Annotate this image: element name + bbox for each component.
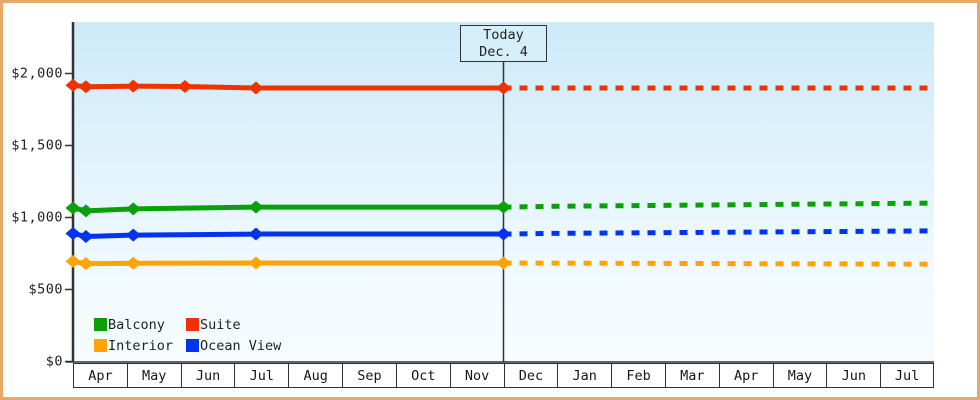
- interior-data-point[interactable]: [78, 257, 94, 271]
- legend-item-ocean-view[interactable]: Ocean View: [186, 335, 281, 356]
- month-cell-may-13: May: [772, 363, 827, 388]
- interior-swatch-icon: [94, 339, 107, 352]
- interior-forecast-line: [503, 260, 935, 267]
- month-cell-dec-8: Dec: [503, 363, 558, 388]
- ocean-view-swatch-icon: [186, 339, 199, 352]
- balcony-data-point[interactable]: [248, 200, 264, 214]
- suite-data-point[interactable]: [125, 79, 141, 93]
- month-cell-nov-7: Nov: [449, 363, 504, 388]
- chart-canvas[interactable]: [3, 3, 980, 400]
- month-cell-apr-12: Apr: [718, 363, 773, 388]
- y-axis-label: $1,000: [11, 209, 63, 226]
- today-date: Dec. 4: [479, 44, 528, 60]
- month-cell-mar-11: Mar: [664, 363, 719, 388]
- suite-data-point[interactable]: [65, 78, 81, 92]
- month-cell-sep-5: Sep: [342, 363, 396, 388]
- legend-item-balcony[interactable]: Balcony: [94, 314, 186, 335]
- ocean-view-data-point[interactable]: [65, 226, 81, 240]
- interior-data-point[interactable]: [125, 256, 141, 270]
- interior-data-point[interactable]: [248, 256, 264, 270]
- ocean-view-data-point[interactable]: [125, 228, 141, 242]
- month-cell-apr-0: Apr: [73, 363, 127, 388]
- y-axis-label: $0: [45, 353, 63, 370]
- ocean-view-data-point[interactable]: [78, 230, 94, 244]
- y-axis-label: $500: [28, 281, 63, 298]
- interior-data-point[interactable]: [65, 254, 81, 268]
- suite-swatch-icon: [186, 318, 199, 331]
- month-cell-jul-15: Jul: [880, 363, 934, 388]
- balcony-forecast-line: [503, 200, 935, 210]
- balcony-data-point[interactable]: [78, 204, 94, 218]
- legend-label: Interior: [108, 337, 174, 354]
- month-cell-jul-3: Jul: [234, 363, 289, 388]
- balcony-data-point[interactable]: [496, 200, 511, 214]
- legend-label: Balcony: [108, 316, 165, 333]
- ocean-view-data-point[interactable]: [248, 227, 264, 241]
- today-annotation: Today Dec. 4: [460, 25, 547, 62]
- legend-label: Suite: [200, 316, 241, 333]
- month-cell-oct-6: Oct: [395, 363, 450, 388]
- suite-data-point[interactable]: [496, 81, 511, 95]
- today-label: Today: [483, 27, 524, 43]
- month-cell-jan-9: Jan: [557, 363, 612, 388]
- month-cell-jun-14: Jun: [826, 363, 881, 388]
- legend-item-interior[interactable]: Interior: [94, 335, 186, 356]
- month-cell-aug-4: Aug: [288, 363, 343, 388]
- legend: Balcony Suite Interior Ocean View: [94, 314, 281, 356]
- suite-data-point[interactable]: [78, 80, 94, 94]
- balcony-data-point[interactable]: [125, 202, 141, 216]
- suite-data-point[interactable]: [177, 79, 193, 93]
- legend-item-suite[interactable]: Suite: [186, 314, 281, 335]
- month-cell-may-1: May: [126, 363, 181, 388]
- legend-label: Ocean View: [200, 337, 282, 354]
- ocean-view-data-point[interactable]: [496, 227, 511, 241]
- month-cell-feb-10: Feb: [611, 363, 665, 388]
- interior-data-point[interactable]: [496, 256, 511, 270]
- ocean-view-forecast-line: [503, 228, 935, 237]
- month-cell-jun-2: Jun: [180, 363, 235, 388]
- suite-data-point[interactable]: [248, 81, 264, 95]
- y-axis-label: $1,500: [11, 137, 63, 154]
- balcony-data-point[interactable]: [65, 201, 81, 215]
- balcony-swatch-icon: [94, 318, 107, 331]
- y-axis-label: $2,000: [11, 65, 63, 82]
